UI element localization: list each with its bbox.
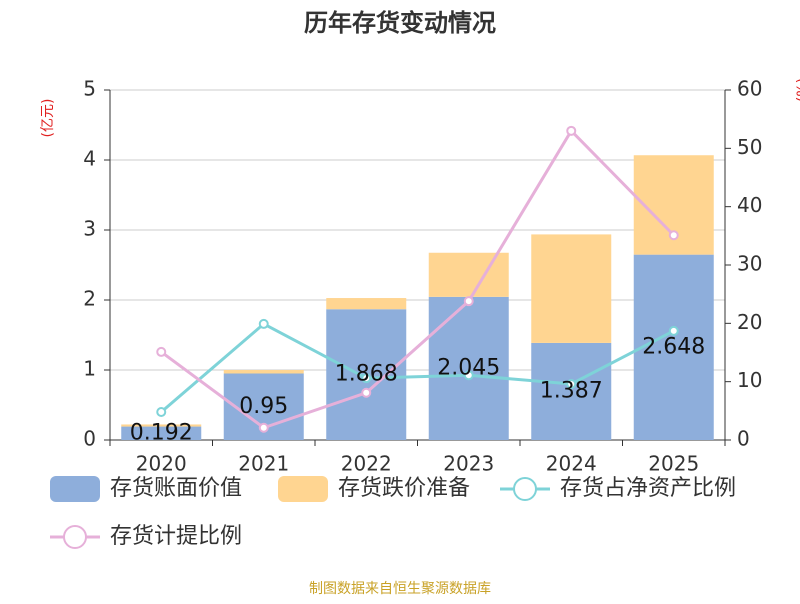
y-axis-label: (亿元) — [40, 99, 56, 138]
source-note: 制图数据来自恒生聚源数据库 — [309, 581, 491, 597]
y2-tick-label: 0 — [737, 427, 750, 451]
line-point — [668, 230, 679, 241]
x-tick-label: 2022 — [341, 452, 392, 476]
y2-axis-label: (%) — [795, 78, 800, 102]
data-label: 1.387 — [540, 378, 603, 403]
data-label: 2.045 — [437, 355, 500, 380]
y2-tick-label: 60 — [737, 77, 762, 101]
legend-swatch — [63, 525, 87, 549]
legend-swatch — [50, 476, 100, 502]
legend-label: 存货账面价值 — [110, 476, 242, 501]
x-tick-label: 2023 — [443, 452, 494, 476]
line-point — [156, 346, 167, 357]
line — [160, 128, 675, 430]
line-point — [463, 370, 474, 381]
bar — [223, 370, 304, 374]
line — [160, 322, 675, 414]
data-label: 1.868 — [335, 362, 398, 387]
x-tick-label: 2020 — [136, 452, 187, 476]
bar — [531, 342, 612, 440]
bar — [428, 252, 509, 297]
line-point — [463, 296, 474, 307]
line-point — [566, 379, 577, 389]
line-point — [258, 422, 269, 433]
x-tick-label: 2025 — [648, 452, 699, 476]
bar — [121, 424, 202, 427]
data-label: 0.192 — [130, 420, 193, 445]
y2-tick-label: 50 — [737, 135, 762, 159]
data-label: 0.95 — [239, 394, 288, 419]
y-tick-label: 4 — [83, 147, 96, 171]
x-tick-label: 2024 — [546, 452, 597, 476]
bar — [531, 234, 612, 343]
y-tick-label: 2 — [83, 287, 96, 311]
line-point — [668, 325, 679, 336]
line-point — [361, 387, 372, 398]
line-point — [156, 407, 167, 417]
y2-tick-label: 40 — [737, 193, 762, 217]
y2-tick-label: 10 — [737, 368, 762, 392]
bar — [326, 298, 407, 310]
y2-tick-label: 20 — [737, 310, 762, 334]
y-tick-label: 3 — [83, 217, 96, 241]
data-label: 2.648 — [642, 334, 705, 359]
line-point — [361, 373, 372, 384]
bar — [121, 426, 202, 440]
y2-tick-label: 30 — [737, 252, 762, 276]
legend-swatch — [278, 476, 328, 502]
legend-swatch — [513, 477, 537, 501]
legend-label: 存货计提比例 — [110, 524, 242, 549]
y-tick-label: 5 — [83, 77, 96, 101]
y-tick-label: 1 — [83, 357, 96, 381]
bar — [633, 254, 714, 440]
line-point — [566, 125, 577, 136]
bar — [428, 296, 509, 440]
x-tick-label: 2021 — [238, 452, 289, 476]
legend-label: 存货跌价准备 — [338, 476, 470, 501]
line-point — [258, 318, 269, 329]
y-tick-label: 0 — [83, 427, 96, 451]
chart-title: 历年存货变动情况 — [304, 9, 496, 37]
legend-label: 存货占净资产比例 — [560, 476, 736, 501]
